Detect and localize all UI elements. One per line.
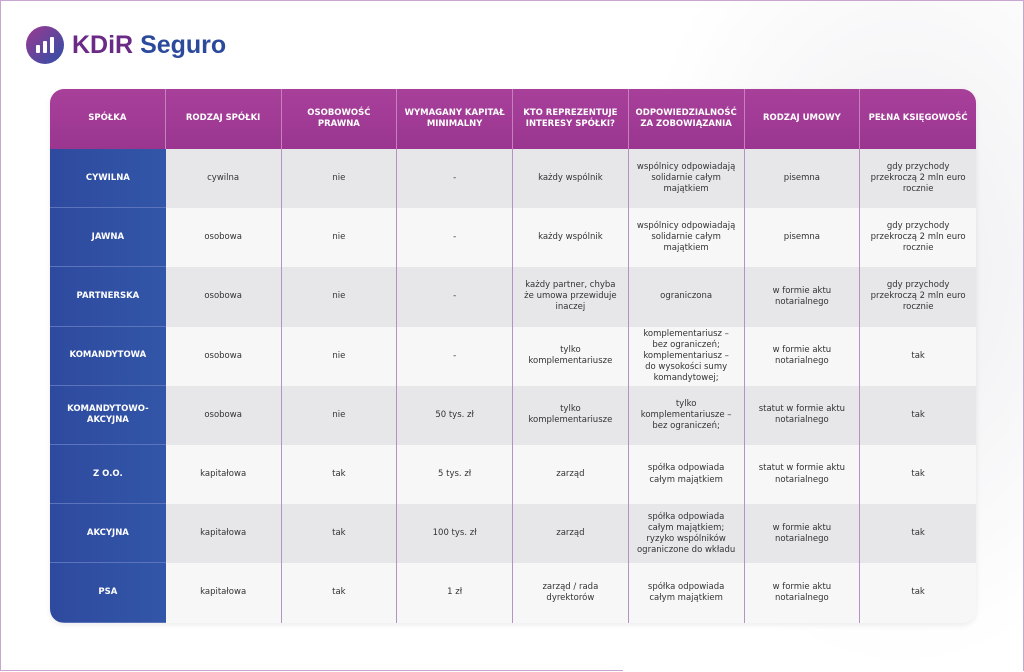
table-cell: statut w formie aktu notarialnego	[744, 444, 861, 505]
table-cell: spółka odpowiada całym majątkiem; ryzyko…	[628, 504, 745, 564]
table-cell: w formie aktu notarialnego	[744, 326, 861, 386]
table-cell: tylko komplementariusze	[513, 326, 629, 386]
brand-logo: KDiR Seguro	[26, 26, 226, 64]
table-row: PARTNERSKA osobowa nie - każdy partner, chyb…	[50, 267, 976, 327]
table-cell: osobowa	[165, 208, 282, 268]
table-cell: nie	[281, 385, 398, 445]
table-cell: komplementariusz – bez ograniczeń; kompl…	[628, 326, 745, 386]
table-cell: zarząd	[513, 504, 629, 564]
table-cell: tak	[860, 504, 976, 564]
table-cell: gdy przychody przekroczą 2 mln euro rocz…	[860, 267, 976, 327]
table-cell: kapitałowa	[165, 444, 282, 505]
table-cell: nie	[281, 326, 398, 386]
table-cell: osobowa	[165, 385, 282, 445]
column-header: Odpowiedzialność za zobowiązania	[628, 89, 745, 149]
table-cell: 5 tys. zł	[397, 444, 513, 505]
company-type-name: JAWNA	[50, 208, 166, 268]
table-cell: zarząd / rada dyrektorów	[513, 563, 629, 623]
company-type-name: PARTNERSKA	[50, 267, 166, 327]
table-cell: każdy wspólnik	[513, 149, 629, 209]
brand-name-part1: KDiR	[72, 30, 134, 59]
table-cell: tylko komplementariusze – bez ograniczeń…	[628, 385, 745, 445]
table-cell: wspólnicy odpowiadają solidarnie całym m…	[628, 149, 745, 209]
column-header: Pełna księgowość	[860, 89, 976, 149]
table-cell: cywilna	[165, 149, 282, 209]
company-type-name: KOMANDYTOWO-AKCYJNA	[50, 385, 166, 445]
column-header: Rodzaj umowy	[744, 89, 861, 149]
table-cell: 1 zł	[397, 563, 513, 623]
column-header: Osobowość prawna	[281, 89, 398, 149]
table-cell: każdy partner, chyba że umowa przewiduje…	[513, 267, 629, 327]
table-cell: tak	[281, 444, 398, 505]
table-cell: 100 tys. zł	[397, 504, 513, 564]
brand-name-part2: Seguro	[140, 30, 227, 59]
company-type-name: PSA	[50, 563, 166, 623]
table-cell: osobowa	[165, 267, 282, 327]
table-cell: kapitałowa	[165, 504, 282, 564]
table-cell: spółka odpowiada całym majątkiem	[628, 563, 745, 623]
table-cell: tak	[860, 444, 976, 505]
table-cell: w formie aktu notarialnego	[744, 563, 861, 623]
table-cell: wspólnicy odpowiadają solidarnie całym m…	[628, 208, 745, 268]
company-type-name: CYWILNA	[50, 149, 166, 209]
bar-chart-icon	[26, 26, 64, 64]
table-cell: nie	[281, 208, 398, 268]
table-cell: gdy przychody przekroczą 2 mln euro rocz…	[860, 149, 976, 209]
table-row: PSA kapitałowa tak 1 zł zarząd / rada dyrekt…	[50, 563, 976, 623]
company-types-table: Spółka Rodzaj spółki Osobowość prawna Wymag…	[50, 89, 976, 623]
table-row: KOMANDYTOWA osobowa nie - tylko komplementar…	[50, 326, 976, 386]
table-cell: tak	[281, 563, 398, 623]
table-cell: pisemna	[744, 149, 861, 209]
table-cell: tak	[860, 563, 976, 623]
table-cell: statut w formie aktu notarialnego	[744, 385, 861, 445]
column-header: Spółka	[50, 89, 166, 149]
table-cell: nie	[281, 267, 398, 327]
table-cell: -	[397, 326, 513, 386]
table-cell: pisemna	[744, 208, 861, 268]
table-cell: zarząd	[513, 444, 629, 505]
table-row: CYWILNA cywilna nie - każdy wspólnik wspólnic…	[50, 149, 976, 209]
table-row: AKCYJNA kapitałowa tak 100 tys. zł zarząd spó…	[50, 504, 976, 564]
company-type-name: Z O.O.	[50, 444, 166, 505]
table-cell: nie	[281, 149, 398, 209]
company-type-name: KOMANDYTOWA	[50, 326, 166, 386]
table-cell: -	[397, 149, 513, 209]
table-cell: tylko komplementariusze	[513, 385, 629, 445]
column-header: Wymagany kapitał minimalny	[397, 89, 513, 149]
table-cell: w formie aktu notarialnego	[744, 504, 861, 564]
table-row: JAWNA osobowa nie - każdy wspólnik wspólnicy …	[50, 208, 976, 268]
table-cell: tak	[281, 504, 398, 564]
table-cell: spółka odpowiada całym majątkiem	[628, 444, 745, 505]
table-cell: 50 tys. zł	[397, 385, 513, 445]
table-cell: kapitałowa	[165, 563, 282, 623]
table-cell: tak	[860, 326, 976, 386]
column-header: Kto reprezentuje interesy spółki?	[513, 89, 629, 149]
column-header: Rodzaj spółki	[165, 89, 282, 149]
table-cell: w formie aktu notarialnego	[744, 267, 861, 327]
table-cell: -	[397, 208, 513, 268]
table-cell: ograniczona	[628, 267, 745, 327]
table-cell: gdy przychody przekroczą 2 mln euro rocz…	[860, 208, 976, 268]
table-cell: tak	[860, 385, 976, 445]
table-row: Z O.O. kapitałowa tak 5 tys. zł zarząd spółka…	[50, 444, 976, 505]
table-cell: -	[397, 267, 513, 327]
table-row: KOMANDYTOWO-AKCYJNA osobowa nie 50 tys. zł t…	[50, 385, 976, 445]
company-type-name: AKCYJNA	[50, 504, 166, 564]
table-cell: każdy wspólnik	[513, 208, 629, 268]
table-cell: osobowa	[165, 326, 282, 386]
